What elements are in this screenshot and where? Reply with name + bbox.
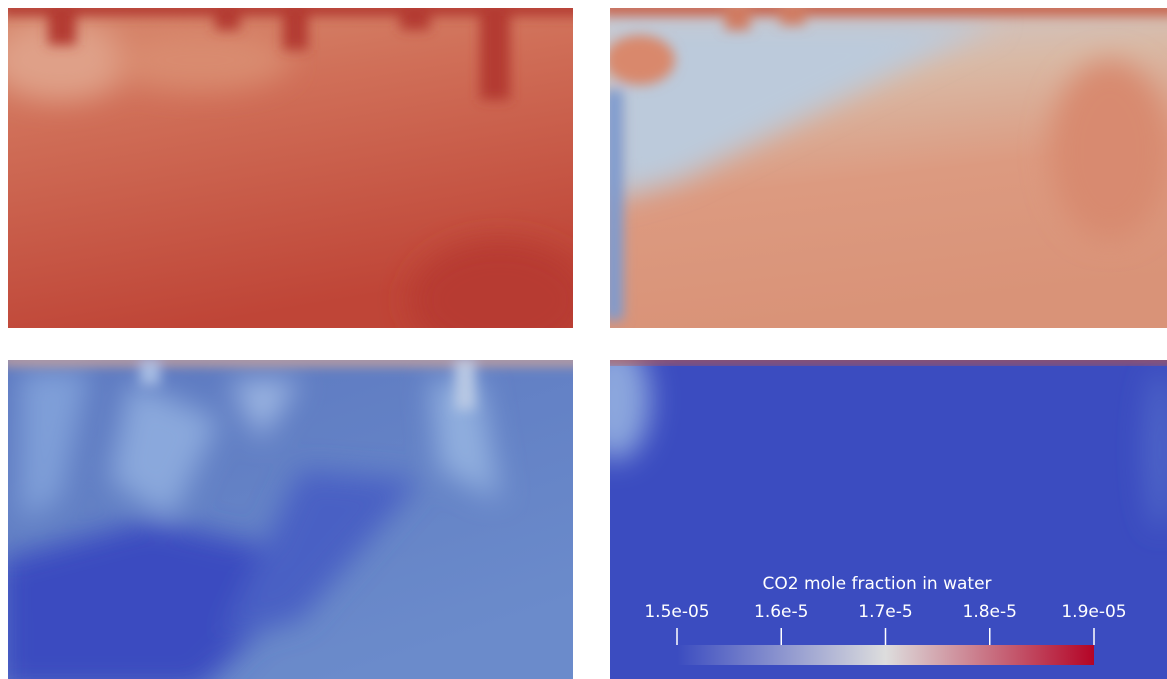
colorbar-tick-label: 1.8e-5 — [963, 602, 1017, 622]
panel-bottom-right — [580, 340, 1167, 679]
colorbar-title: CO2 mole fraction in water — [762, 574, 991, 594]
colorbar-tick-label: 1.7e-5 — [858, 602, 912, 622]
panel-top-right — [600, 0, 1167, 328]
panel-bottom-left — [0, 355, 600, 679]
colorbar-tick-label: 1.6e-5 — [754, 602, 808, 622]
panel-top-left — [0, 0, 600, 360]
figure: CO2 mole fraction in water 1.5e-05 1.6e-5… — [0, 0, 1167, 679]
colorbar-tick-label: 1.9e-05 — [1061, 602, 1126, 622]
colorbar-tick-label: 1.5e-05 — [644, 602, 709, 622]
colorbar-gradient — [677, 645, 1094, 665]
